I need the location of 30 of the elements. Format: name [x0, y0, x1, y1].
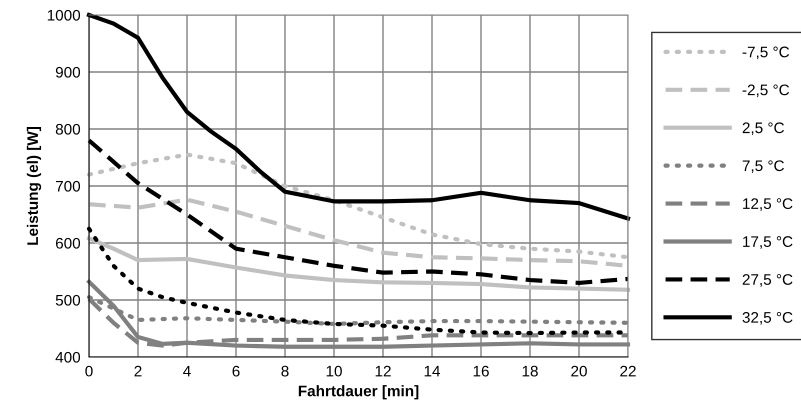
x-tick-label: 4 [183, 366, 191, 376]
y-tick-label: 800 [56, 124, 80, 135]
x-tick-label: 16 [474, 366, 489, 377]
legend-label: 7,5 °C [742, 160, 784, 173]
y-axis-title: Leistung (el) [W] [26, 127, 42, 245]
x-tick-label: 6 [232, 366, 240, 377]
x-tick-label: 2 [134, 366, 142, 376]
line-series [86, 236, 630, 292]
x-tick-label: 18 [522, 366, 538, 377]
legend-label: 32,5 °C [742, 312, 792, 325]
y-tick-label: 1000 [48, 10, 80, 21]
x-tick-label: 20 [571, 366, 587, 377]
legend-label: 2,5 °C [742, 122, 784, 136]
x-axis-title: Fahrtdauer [min] [298, 385, 418, 400]
y-tick-label: 900 [56, 66, 80, 78]
legend-label: 27,5 °C [742, 274, 792, 287]
x-tick-label: 14 [424, 366, 440, 376]
x-tick-label: 22 [620, 366, 636, 376]
legend-label: -7,5 °C [742, 46, 790, 60]
x-tick-label: 0 [85, 366, 93, 377]
x-tick-label: 10 [326, 366, 342, 377]
x-tick-label: 8 [281, 366, 289, 377]
x-tick-label: 12 [376, 366, 391, 376]
y-tick-label: 600 [56, 238, 80, 249]
y-tick-label: 400 [56, 352, 80, 363]
legend-label: 17,5 °C [743, 236, 792, 249]
legend-label: -2,5 °C [742, 84, 790, 98]
legend-label: 12,5 °C [743, 198, 792, 211]
y-tick-label: 700 [56, 180, 80, 192]
y-tick-label: 500 [56, 294, 80, 306]
